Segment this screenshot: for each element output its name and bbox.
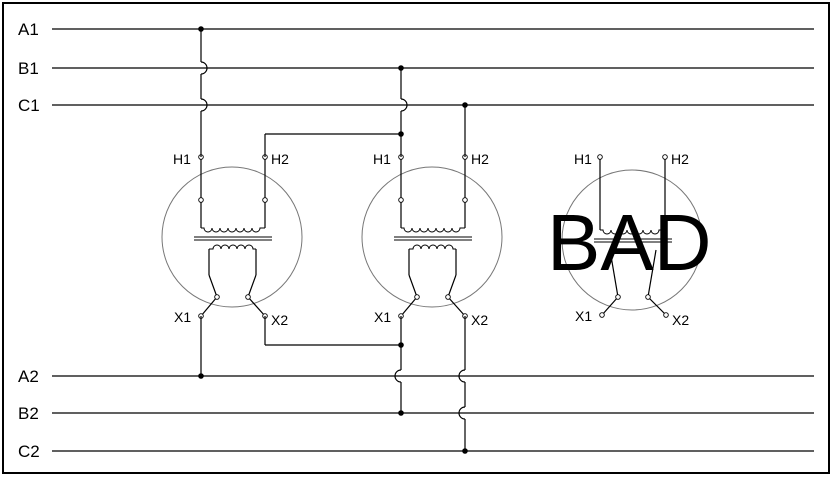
terminal-x1 [599,312,605,318]
terminal-x2 [663,312,669,318]
transformer-3-h2-label: H2 [671,151,689,167]
transformer-2-x1-label: X1 [374,309,391,325]
transformer-1-x1-label: X1 [174,309,191,325]
bus-label-a2: A2 [18,367,39,386]
secondary-connections [198,316,468,454]
bus-label-b1: B1 [18,59,39,78]
transformer-2-secondary-coil [409,244,456,250]
diagram-frame [2,2,830,474]
transformer-1-primary-coil [201,227,265,233]
transformer-1-x2-label: X2 [271,312,288,328]
transformer-1-h1-label: H1 [173,151,191,167]
transformer-3-case [561,169,703,311]
transformer-2-case [361,166,503,308]
transformer-2-h1-label: H1 [373,151,391,167]
transformer-1-case [161,166,303,308]
transformer-2-h2-label: H2 [471,151,489,167]
bus-label-b2: B2 [18,404,39,423]
transformer-1: H1 H2 X1 X2 [161,151,303,328]
bus-label-a1: A1 [18,20,39,39]
transformer-3-x2-label: X2 [672,312,689,328]
bus-label-c1: C1 [18,96,40,115]
transformer-2: H1 H2 X1 X2 [361,151,503,328]
primary-connections [198,26,468,157]
transformer-3: H1 H2 X1 X2 BAD [547,151,712,328]
bus-label-c2: C2 [18,442,40,461]
transformer-1-h2-label: H2 [271,151,289,167]
transformer-3-h1-label: H1 [574,151,592,167]
transformer-2-x2-label: X2 [471,312,488,328]
transformer-3-primary-coil [600,229,665,235]
terminal-h1 [597,154,603,160]
terminal-h2 [662,154,668,160]
transformer-2-primary-coil [401,227,465,233]
bad-stamp: BAD [547,198,712,287]
transformer-1-secondary-coil [209,244,256,250]
transformer-3-x1-label: X1 [575,308,592,324]
